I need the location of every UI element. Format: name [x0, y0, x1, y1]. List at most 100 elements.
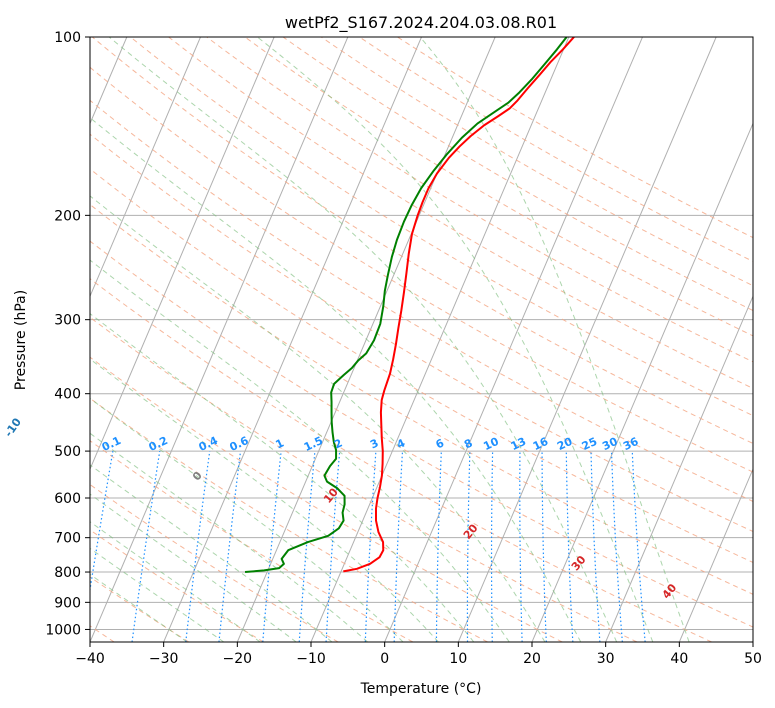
- dry-adiabat-line: [90, 483, 339, 642]
- mixing-ratio-line: [466, 451, 471, 642]
- x-tick-label: −10: [296, 651, 326, 667]
- isotherm-line: [678, 467, 753, 642]
- moist-adiabat-line: [90, 464, 333, 642]
- moist-adiabat-line: [90, 432, 368, 642]
- y-tick-label: 1000: [45, 622, 81, 638]
- mixing-ratio-label: 16: [531, 435, 551, 453]
- mixing-ratio-label: 25: [580, 435, 599, 453]
- dry-adiabat-line: [90, 133, 753, 533]
- dry-adiabat-line: [90, 203, 753, 595]
- mixing-ratio-line: [631, 451, 646, 642]
- dry-adiabat-line: [282, 37, 753, 312]
- isotherm-line: [90, 37, 201, 298]
- y-tick-label: 500: [54, 444, 81, 460]
- mixing-ratio-line: [185, 451, 211, 642]
- mixing-ratio-label: 1: [273, 436, 285, 451]
- moist-adiabat-line: [90, 117, 582, 642]
- dry-adiabat-line: [90, 356, 563, 642]
- x-tick-label: −20: [223, 651, 253, 667]
- x-tick-label: 0: [380, 651, 389, 667]
- y-tick-label: 700: [54, 531, 81, 547]
- mixing-ratio-label: 30: [600, 435, 620, 453]
- y-tick-label: 200: [54, 208, 81, 224]
- dry-adiabat-label: -10: [2, 415, 24, 439]
- mixing-ratio-lines: [90, 450, 646, 642]
- isotherm-line: [752, 640, 753, 642]
- moist-adiabat-line: [90, 358, 439, 642]
- mixing-ratio-line: [435, 451, 442, 642]
- moist-adiabat-line: [90, 547, 225, 642]
- x-tick-label: 50: [744, 651, 762, 667]
- dry-adiabat-line: [91, 37, 753, 445]
- mixing-ratio-line: [490, 451, 494, 642]
- dry-adiabat-line: [90, 316, 638, 642]
- pressure-gridlines: [90, 37, 753, 630]
- isotherm-line: [90, 37, 275, 471]
- moist-adiabat-line: [419, 37, 690, 642]
- mixing-ratio-line: [298, 451, 316, 642]
- dewpoint-curve: [244, 37, 568, 574]
- isotherm-line: [90, 37, 349, 642]
- mixing-ratio-line: [218, 451, 242, 642]
- mixing-ratio-line: [610, 451, 623, 642]
- y-tick-label: 800: [54, 565, 81, 581]
- moist-adiabats: [90, 37, 690, 642]
- moist-adiabat-line: [90, 313, 475, 642]
- moist-adiabat-line: [90, 397, 404, 642]
- x-axis-label: Temperature (°C): [360, 681, 482, 697]
- moist-adiabat-line: [90, 259, 510, 642]
- y-tick-label: 400: [54, 387, 81, 403]
- mixing-ratio-label: 20: [555, 435, 575, 453]
- moist-adiabat-label: 0: [190, 469, 205, 483]
- mixing-ratio-line: [262, 451, 282, 642]
- moist-adiabat-label: 30: [569, 553, 589, 573]
- x-tick-label: 10: [449, 651, 467, 667]
- moist-adiabat-line: [90, 195, 546, 642]
- mixing-ratio-label: 3: [368, 436, 380, 451]
- moist-adiabat-line: [257, 37, 654, 642]
- moist-adiabat-label: 20: [461, 521, 481, 541]
- mixing-ratio-label: 4: [395, 436, 408, 451]
- moist-adiabat-line: [90, 493, 297, 642]
- mixing-ratio-label: 36: [621, 435, 641, 453]
- dry-adiabat-line: [90, 168, 753, 563]
- dry-adiabats: [90, 37, 753, 642]
- moist-adiabat-label: 40: [660, 581, 680, 601]
- x-tick-label: 20: [523, 651, 541, 667]
- mixing-ratio-label: 10: [481, 435, 501, 453]
- y-tick-label: 900: [54, 595, 81, 611]
- dry-adiabat-line: [90, 397, 488, 642]
- moist-adiabat-line: [90, 573, 188, 642]
- x-tick-label: −40: [75, 651, 105, 667]
- y-axis-ticks: 100 200 300 400 500 600 700 800 900 1000: [45, 30, 90, 638]
- mixing-ratio-line: [364, 451, 377, 642]
- plot-frame: [89, 36, 754, 643]
- x-tick-label: −30: [149, 651, 179, 667]
- y-tick-label: 600: [54, 491, 81, 507]
- mixing-ratio-line: [565, 451, 574, 642]
- dry-adiabat-line: [244, 37, 753, 337]
- y-tick-label: 100: [54, 30, 81, 46]
- isotherm-line: [605, 295, 753, 642]
- mixing-ratio-line: [519, 451, 523, 642]
- x-tick-label: 40: [670, 651, 688, 667]
- x-tick-label: 30: [597, 651, 615, 667]
- mixing-ratio-line: [90, 450, 114, 594]
- isotherm-line: [457, 37, 717, 642]
- y-tick-label: 300: [54, 313, 81, 329]
- y-axis-label: Pressure (hPa): [13, 290, 29, 390]
- x-axis-ticks: −40 −30 −20 −10 0 10 20 30 40 50: [75, 642, 762, 667]
- dry-adiabat-line: [90, 240, 753, 628]
- mixing-ratio-line: [590, 451, 601, 642]
- temperature-curve: [343, 37, 575, 573]
- isotherm-line: [163, 37, 422, 642]
- mixing-ratio-line: [131, 451, 161, 642]
- isotherm-line: [384, 37, 643, 642]
- dry-adiabat-line: [90, 66, 753, 473]
- dry-adiabat-line: [359, 37, 753, 262]
- mixing-ratio-label: 13: [509, 435, 528, 453]
- chart-title: wetPf2_S167.2024.204.03.08.R01: [285, 13, 557, 33]
- isotherm-line: [531, 122, 753, 642]
- dry-adiabat-line: [90, 278, 712, 642]
